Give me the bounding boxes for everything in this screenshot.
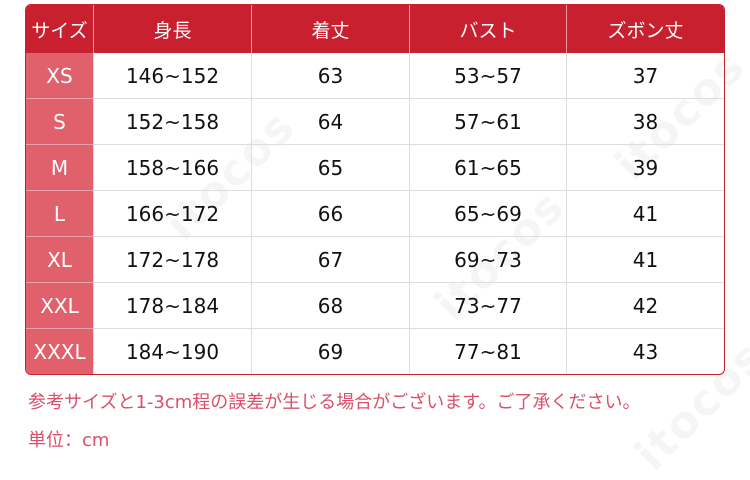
table-cell: 184~190	[94, 328, 252, 374]
column-header: サイズ	[26, 5, 94, 53]
size-label: L	[26, 190, 94, 236]
size-chart-table: サイズ 身長 着丈 バスト ズボン丈 XS 146~152 63 53~57 37 S 152~15…	[25, 4, 725, 375]
table-cell: 65~69	[410, 190, 567, 236]
size-label: XXXL	[26, 328, 94, 374]
size-label: XL	[26, 236, 94, 282]
table-cell: 57~61	[410, 98, 567, 144]
column-header: ズボン丈	[567, 5, 724, 53]
table-cell: 39	[567, 144, 724, 190]
unit-note: 単位：cm	[28, 430, 110, 451]
table-cell: 68	[252, 282, 410, 328]
table-cell: 53~57	[410, 53, 567, 98]
header-row: サイズ 身長 着丈 バスト ズボン丈	[26, 5, 724, 53]
table-cell: 38	[567, 98, 724, 144]
table-row: L 166~172 66 65~69 41	[26, 190, 724, 236]
table-row: XS 146~152 63 53~57 37	[26, 53, 724, 98]
table-cell: 158~166	[94, 144, 252, 190]
size-label: XS	[26, 53, 94, 98]
table-row: XXL 178~184 68 73~77 42	[26, 282, 724, 328]
table-cell: 63	[252, 53, 410, 98]
tolerance-note: 参考サイズと1-3cm程の誤差が生じる場合がございます。ご了承ください。	[28, 392, 641, 413]
column-header: 着丈	[252, 5, 410, 53]
table-cell: 152~158	[94, 98, 252, 144]
table-cell: 65	[252, 144, 410, 190]
table-cell: 42	[567, 282, 724, 328]
table-cell: 73~77	[410, 282, 567, 328]
table-cell: 37	[632, 63, 659, 88]
column-header: バスト	[410, 5, 567, 53]
table-cell: 77~81	[410, 328, 567, 374]
table-cell: 61~65	[410, 144, 567, 190]
column-header: 身長	[94, 5, 252, 53]
table-row: XL 172~178 67 69~73 41	[26, 236, 724, 282]
table-cell: 146~152	[94, 53, 252, 98]
table-cell: 166~172	[94, 190, 252, 236]
table-cell: 67	[252, 236, 410, 282]
table-cell: 43	[567, 328, 724, 374]
table-cell: 66	[252, 190, 410, 236]
table-cell: 64	[252, 98, 410, 144]
table-row: M 158~166 65 61~65 39	[26, 144, 724, 190]
size-label: S	[26, 98, 94, 144]
size-label: M	[26, 144, 94, 190]
table-row: XXXL 184~190 69 77~81 43	[26, 328, 724, 374]
table-cell: 41	[567, 236, 724, 282]
size-label: XXL	[26, 282, 94, 328]
table-cell: 69~73	[410, 236, 567, 282]
table-cell: 41	[567, 190, 724, 236]
table-cell: 178~184	[94, 282, 252, 328]
table-cell: 69	[252, 328, 410, 374]
table-row: S 152~158 64 57~61 38	[26, 98, 724, 144]
table-cell: 172~178	[94, 236, 252, 282]
